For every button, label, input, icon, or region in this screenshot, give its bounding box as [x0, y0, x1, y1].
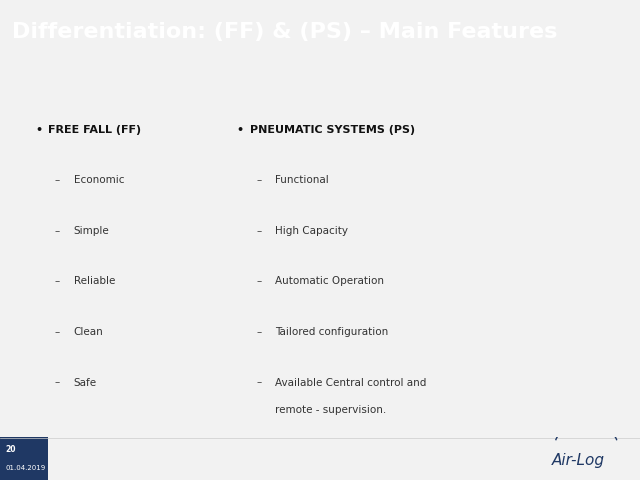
- Text: –: –: [55, 377, 60, 387]
- Text: High Capacity: High Capacity: [275, 226, 348, 236]
- Text: •: •: [237, 125, 244, 135]
- Text: Reliable: Reliable: [74, 276, 115, 287]
- Text: remote - supervision.: remote - supervision.: [275, 405, 387, 415]
- Text: Clean: Clean: [74, 327, 103, 337]
- Text: Air-Log: Air-Log: [552, 453, 605, 468]
- Text: PNEUMATIC SYSTEMS (PS): PNEUMATIC SYSTEMS (PS): [250, 125, 415, 135]
- Text: FREE FALL (FF): FREE FALL (FF): [48, 125, 141, 135]
- Text: –: –: [257, 327, 262, 337]
- Text: –: –: [257, 377, 262, 387]
- Text: –: –: [257, 175, 262, 185]
- Text: 01.04.2019: 01.04.2019: [5, 465, 45, 471]
- Text: Simple: Simple: [74, 226, 109, 236]
- Text: –: –: [55, 175, 60, 185]
- Text: 20: 20: [5, 445, 15, 454]
- Text: Available Central control and: Available Central control and: [275, 377, 427, 387]
- Text: –: –: [55, 327, 60, 337]
- Text: Functional: Functional: [275, 175, 329, 185]
- Text: –: –: [257, 226, 262, 236]
- Text: –: –: [55, 226, 60, 236]
- Text: Tailored configuration: Tailored configuration: [275, 327, 388, 337]
- Text: Automatic Operation: Automatic Operation: [275, 276, 384, 287]
- Text: Differentiation: (FF) & (PS) – Main Features: Differentiation: (FF) & (PS) – Main Feat…: [12, 23, 557, 42]
- Text: –: –: [257, 276, 262, 287]
- Text: –: –: [55, 276, 60, 287]
- FancyBboxPatch shape: [0, 437, 48, 480]
- Text: Safe: Safe: [74, 377, 97, 387]
- Text: Economic: Economic: [74, 175, 124, 185]
- Text: •: •: [35, 125, 42, 135]
